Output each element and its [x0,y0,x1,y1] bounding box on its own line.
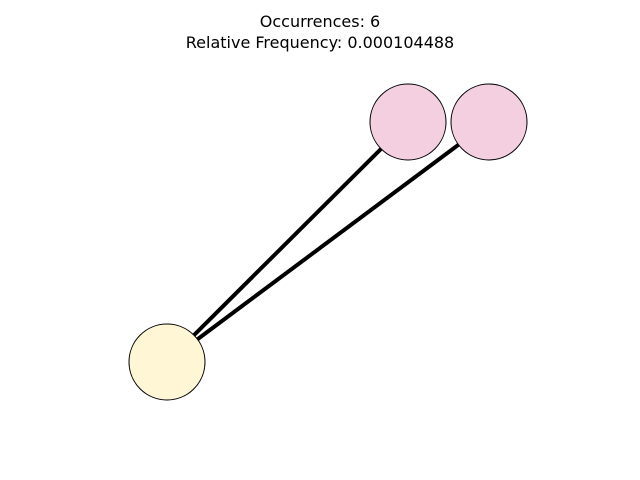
graph-edge [165,120,410,364]
occurrences-label: Occurrences: 6 [259,12,381,31]
graph-edge [165,120,491,364]
graph-node [369,83,447,161]
nodes-layer [128,83,528,401]
figure-title: Occurrences: 6 Relative Frequency: 0.000… [0,11,640,53]
graph-node [450,83,528,161]
edges-layer [165,120,491,364]
relative-frequency-label: Relative Frequency: 0.000104488 [185,33,455,52]
graph-node [128,323,206,401]
